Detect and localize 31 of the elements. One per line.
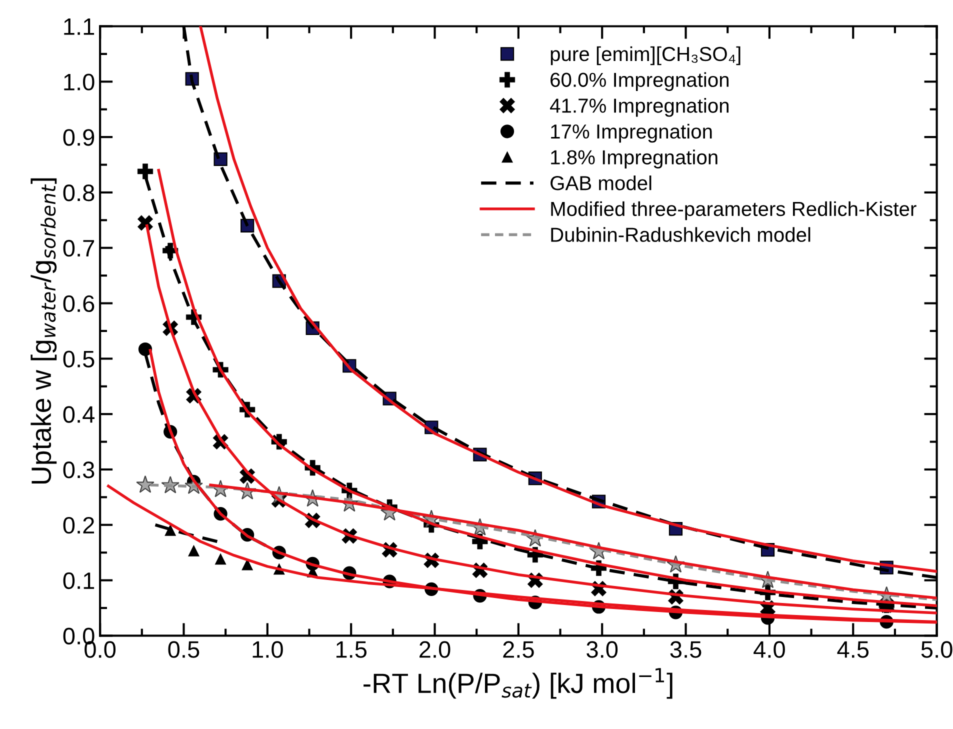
x-tick-label: 0.5: [168, 641, 200, 658]
y-tick-label: 1.0: [64, 74, 94, 90]
x-tick-label: 4.5: [837, 641, 869, 658]
x-tick-label: 2.0: [420, 641, 450, 658]
x-tick-label: 3.0: [586, 641, 618, 658]
y-tick-label: 0.2: [63, 516, 94, 534]
legend-label: Dubinin-Radushkevich model: [551, 227, 810, 242]
x-tick-label: 2.5: [503, 641, 534, 658]
y-tick-label: 0.3: [63, 462, 94, 478]
y-axis-title: Uptake w [g$_{water}$/g$_{sorbent}$]: [30, 178, 57, 484]
y-tick-label: 0.9: [63, 129, 94, 146]
legend-label: pure [emim][CH₃SO₄]: [550, 46, 740, 66]
legend-label: GAB model: [550, 175, 652, 190]
legend-label: 1.8% Impregnation: [551, 150, 718, 168]
y-tick-label: 0.7: [63, 240, 94, 257]
x-tick-label: 3.5: [670, 641, 702, 658]
y-tick-label: 0.4: [63, 406, 95, 423]
y-tick-label: 1.1: [64, 18, 94, 35]
y-tick-label: 0.6: [63, 295, 94, 312]
legend-label: 60.0% Impregnation: [550, 72, 729, 91]
x-tick-label: 1.5: [336, 641, 367, 658]
legend-label: Modified three-parameters Redlich-Kister: [551, 201, 916, 220]
legend-label: 17% Impregnation: [551, 124, 712, 143]
x-tick-label: 1.0: [252, 641, 283, 658]
legend-label: 41.7% Impregnation: [550, 98, 729, 117]
x-axis-title: -RT Ln(P/P$_{sat}$) [kJ mol$^{−1}$]: [364, 668, 672, 699]
y-tick-label: 0.5: [63, 350, 94, 368]
y-tick-label: 0.8: [63, 184, 94, 202]
x-tick-label: 5.0: [921, 641, 952, 658]
y-tick-label: 0.1: [63, 572, 94, 590]
x-tick-label: 4.0: [754, 641, 785, 658]
